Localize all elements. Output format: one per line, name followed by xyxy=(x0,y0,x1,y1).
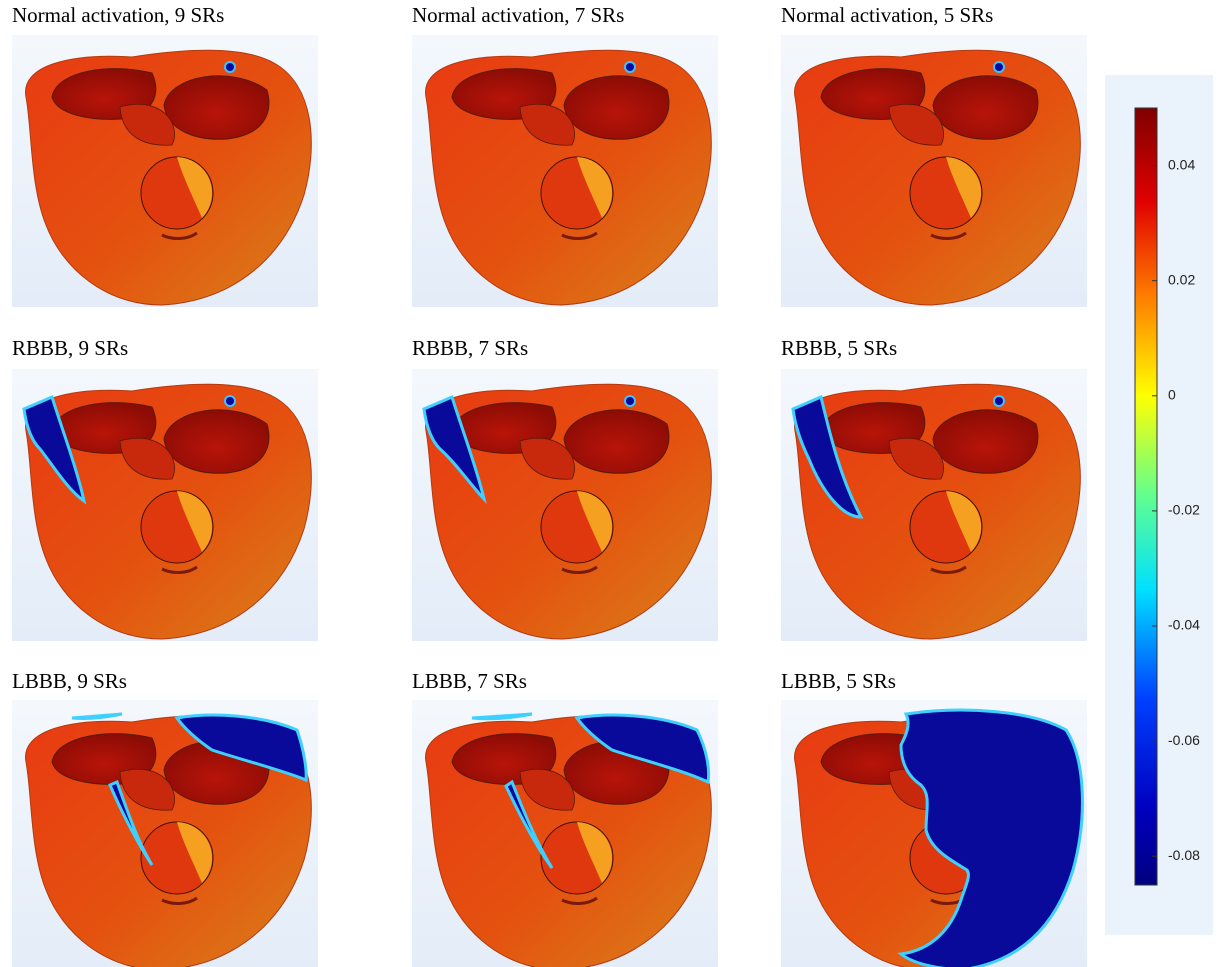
colorbar-tick-label: -0.04 xyxy=(1168,617,1200,633)
colorbar-tick-label: 0.04 xyxy=(1168,156,1195,172)
figure: Normal activation, 9 SRs Normal activatio… xyxy=(0,0,1223,967)
blue-spot xyxy=(994,62,1004,72)
blue-spot xyxy=(994,396,1004,406)
panel-title: RBBB, 7 SRs xyxy=(412,336,528,360)
panel-title: Normal activation, 7 SRs xyxy=(412,3,624,27)
panel-title: LBBB, 9 SRs xyxy=(12,669,127,693)
colorbar-tick-label: -0.08 xyxy=(1168,847,1200,863)
panel-title: LBBB, 7 SRs xyxy=(412,669,527,693)
panel-title: LBBB, 5 SRs xyxy=(781,669,896,693)
panel-title: RBBB, 5 SRs xyxy=(781,336,897,360)
blue-spot xyxy=(625,62,635,72)
panel-title: Normal activation, 9 SRs xyxy=(12,3,224,27)
colorbar xyxy=(1135,108,1157,885)
panel-title: RBBB, 9 SRs xyxy=(12,336,128,360)
colorbar-tick-label: -0.02 xyxy=(1168,502,1200,518)
blue-spot xyxy=(225,396,235,406)
blue-spot xyxy=(625,396,635,406)
heart xyxy=(795,710,1083,967)
colorbar-tick-label: 0 xyxy=(1168,386,1176,402)
colorbar-tick-label: -0.06 xyxy=(1168,732,1200,748)
colorbar-tick-label: 0.02 xyxy=(1168,271,1195,287)
blue-spot xyxy=(225,62,235,72)
panel-title: Normal activation, 5 SRs xyxy=(781,3,993,27)
